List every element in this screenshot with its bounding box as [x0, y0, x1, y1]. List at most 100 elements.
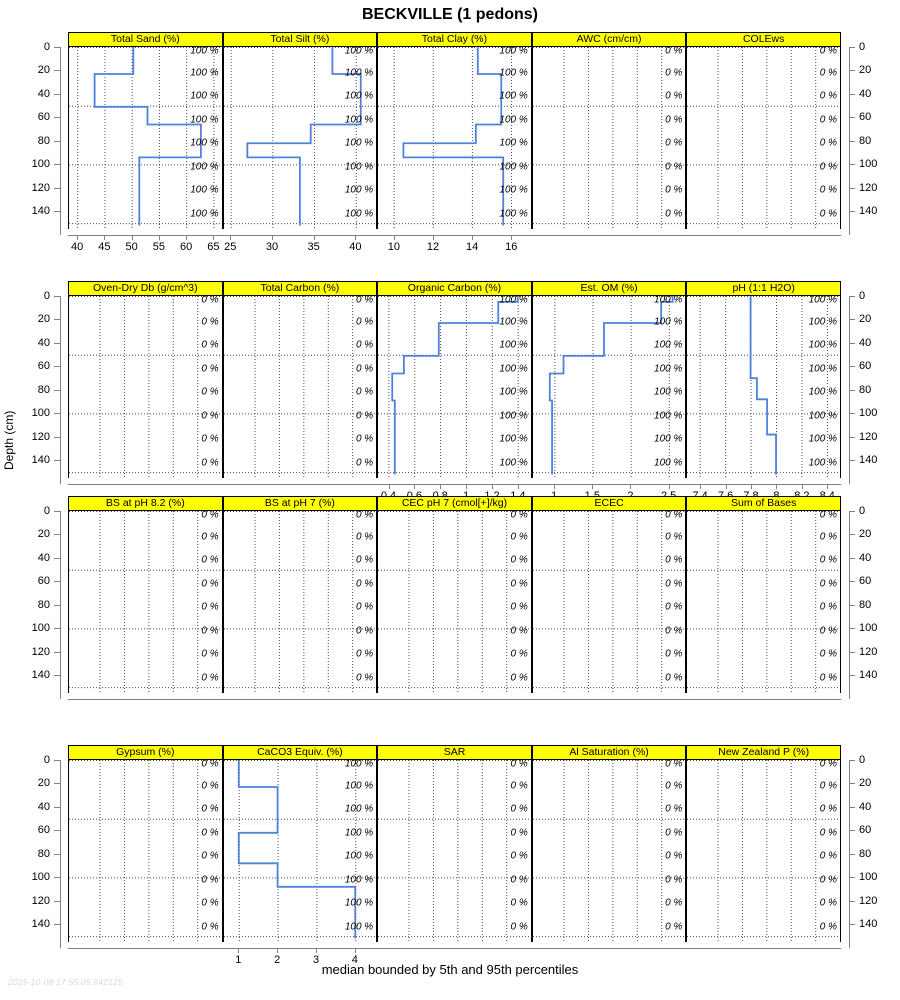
- panel-title-strip: New Zealand P (%): [686, 745, 841, 760]
- depth-axis-label: 100: [859, 407, 878, 420]
- x-axis-tick: [354, 948, 356, 953]
- depth-axis-label: 140: [31, 205, 50, 218]
- x-axis-tick-label: 40: [349, 241, 362, 253]
- depth-axis-tick: [54, 366, 60, 368]
- x-axis-tick: [131, 235, 133, 240]
- x-axis-tick: [466, 484, 468, 489]
- panel-ph-1-1-h2o: pH (1:1 H2O) 100 % 100 % 100 % 100 % 100 % 100…: [686, 281, 841, 478]
- panel-gypsum: Gypsum (%) 0 % 0 % 0 % 0 % 0 % 0 % 0 % 0 %: [68, 745, 223, 942]
- depth-axis-label: 40: [37, 87, 50, 100]
- x-axis-tick: [801, 484, 803, 489]
- depth-axis-tick: [54, 164, 60, 166]
- depth-axis-tick: [54, 389, 60, 391]
- panel-total-clay: Total Clay (%) 100 % 100 % 100 % 100 % 100 % 1…: [377, 32, 532, 229]
- depth-axis-label: 20: [859, 528, 872, 541]
- depth-axis-label: 100: [31, 158, 50, 171]
- depth-axis-tick: [849, 830, 855, 832]
- panel-svg: [223, 511, 377, 693]
- depth-axis-tick: [849, 47, 855, 48]
- depth-axis-tick: [849, 436, 855, 438]
- depth-axis-tick: [849, 877, 855, 879]
- x-axis-tick: [750, 484, 752, 489]
- depth-axis-tick: [849, 211, 855, 213]
- panel-plot-area: [686, 511, 841, 693]
- panel-plot-area: [377, 760, 532, 942]
- depth-axis-tick: [54, 534, 60, 536]
- depth-axis-tick: [54, 830, 60, 832]
- panel-title-strip: Al Saturation (%): [531, 745, 687, 760]
- panel-title-strip: Total Carbon (%): [222, 281, 378, 296]
- panel-svg: [532, 760, 686, 942]
- depth-axis-tick: [849, 534, 855, 536]
- depth-axis-label: 60: [859, 111, 872, 124]
- x-axis-tick: [492, 484, 493, 489]
- depth-axis-label: 40: [37, 336, 50, 349]
- depth-axis-tick: [849, 164, 855, 166]
- depth-axis-tick: [849, 366, 855, 368]
- depth-axis-tick: [849, 628, 855, 630]
- panel-row: Oven-Dry Db (g/cm^3) 0 % 0 % 0 % 0 % 0 % 0 % 0 …: [68, 281, 841, 523]
- depth-axis-label: 80: [859, 598, 872, 611]
- depth-axis-tick: [849, 783, 855, 785]
- x-axis-tick: [776, 484, 778, 489]
- depth-axis-label: 40: [859, 336, 872, 349]
- panel-bs-at-ph-8-2: BS at pH 8.2 (%) 0 % 0 % 0 % 0 % 0 % 0 % 0 % 0 %: [68, 496, 223, 693]
- panel-plot-area: [377, 47, 532, 229]
- depth-axis-label: 80: [859, 383, 872, 396]
- x-axis-tick: [440, 484, 442, 489]
- depth-axis-label: 0: [859, 290, 866, 302]
- depth-axis-label: 140: [859, 918, 878, 931]
- depth-axis-label: 100: [31, 622, 50, 635]
- depth-axis-tick: [849, 604, 855, 606]
- x-axis-tick-label: 35: [307, 241, 320, 253]
- x-axis-tick-label: 12: [426, 241, 440, 253]
- panel-caco3-equiv: CaCO3 Equiv. (%) 100 % 100 % 100 % 100 % 100 …: [222, 745, 378, 942]
- depth-axis-label: 120: [31, 181, 50, 194]
- panel-title-strip: Sum of Bases: [686, 496, 841, 511]
- depth-axis-tick: [849, 511, 855, 512]
- panel-plot-area: [377, 511, 532, 693]
- panel-svg: [223, 296, 377, 478]
- x-axis-tick: [313, 235, 315, 240]
- panel-title-strip: Total Silt (%): [222, 32, 378, 47]
- profile-step-line: [548, 296, 674, 475]
- depth-axis-label: 20: [37, 64, 50, 77]
- panel-est-om: Est. OM (%) 100 % 100 % 100 % 100 % 100 % 100 …: [531, 281, 687, 478]
- panel-row: Gypsum (%) 0 % 0 % 0 % 0 % 0 % 0 % 0 % 0 % CaCO3 …: [68, 745, 841, 987]
- x-axis-tick: [725, 484, 727, 489]
- depth-axis-label: 80: [37, 598, 50, 611]
- depth-axis-label: 60: [37, 111, 50, 124]
- x-axis-tick-label: 2: [274, 954, 281, 966]
- x-axis-tick: [271, 235, 273, 240]
- panel-svg: [69, 296, 222, 478]
- depth-axis-label: 60: [859, 575, 872, 588]
- panel-al-saturation: Al Saturation (%) 0 % 0 % 0 % 0 % 0 % 0 % 0 % 0 …: [531, 745, 687, 942]
- panel-title-strip: BS at pH 8.2 (%): [68, 496, 223, 511]
- depth-axis-label: 60: [37, 360, 50, 373]
- panel-plot-area: [531, 760, 687, 942]
- panel-plot-area: [68, 760, 223, 942]
- depth-axis-tick: [54, 760, 60, 761]
- panel-svg: [378, 47, 531, 229]
- panel-total-carbon: Total Carbon (%) 0 % 0 % 0 % 0 % 0 % 0 % 0 % 0 %: [222, 281, 378, 478]
- depth-axis-label: 80: [37, 847, 50, 860]
- panel-title-strip: Est. OM (%): [531, 281, 687, 296]
- depth-axis-label: 20: [859, 64, 872, 77]
- panel-svg: [378, 296, 531, 478]
- depth-axis-tick: [849, 900, 855, 902]
- profile-step-line: [402, 47, 505, 226]
- panel-plot-area: [222, 511, 378, 693]
- depth-axis-tick: [54, 342, 60, 344]
- depth-axis-tick: [54, 924, 60, 926]
- depth-axis-label: 140: [31, 669, 50, 682]
- panel-svg: [687, 760, 840, 942]
- depth-axis-tick: [54, 413, 60, 415]
- depth-axis-tick: [54, 900, 60, 902]
- depth-axis-tick: [54, 806, 60, 808]
- depth-axis-tick: [849, 140, 855, 142]
- depth-axis-label: 140: [31, 918, 50, 931]
- x-axis-tick: [393, 235, 395, 240]
- x-axis-tick-label: 55: [152, 241, 166, 253]
- depth-axis-tick: [54, 187, 60, 189]
- depth-axis-label: 140: [859, 454, 878, 467]
